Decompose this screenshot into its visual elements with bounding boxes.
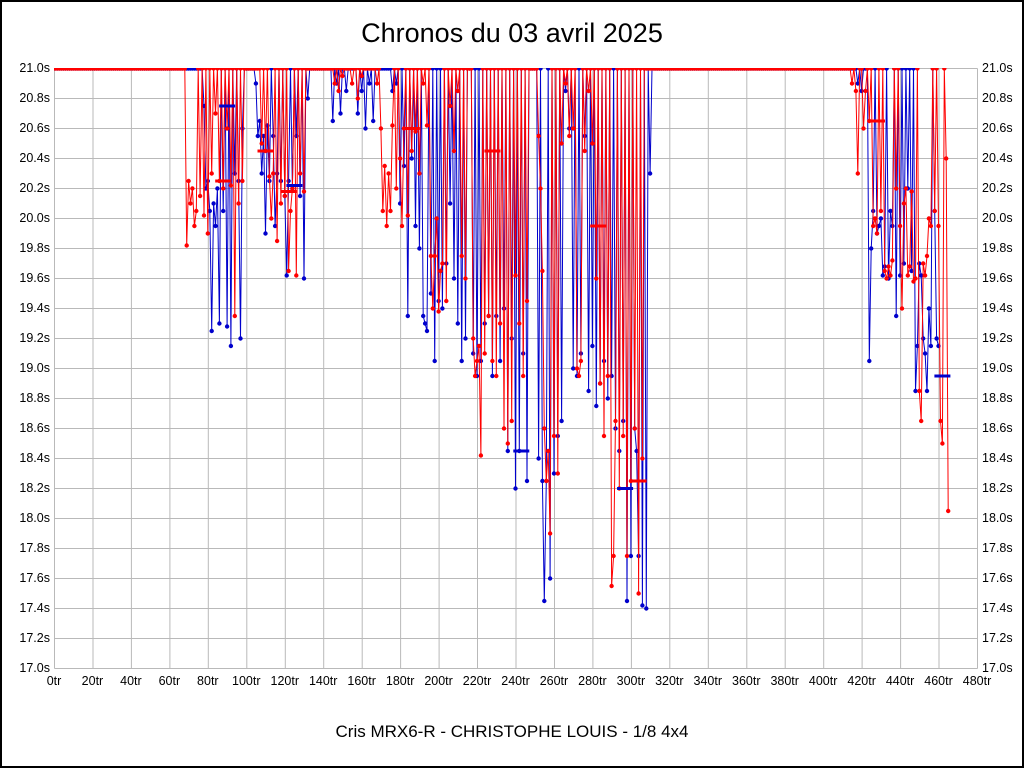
x-tick-label: 20tr	[81, 674, 104, 688]
y-tick-label: 20.6s	[982, 121, 1013, 135]
x-tick-label: 240tr	[501, 674, 530, 688]
chart-title: Chronos du 03 avril 2025	[361, 18, 663, 48]
x-tick-label: 180tr	[385, 674, 415, 688]
y-tick-label: 19.8s	[982, 241, 1013, 255]
y-tick-label: 21.0s	[982, 61, 1013, 75]
x-tick-label: 60tr	[158, 674, 181, 688]
y-tick-label: 19.0s	[19, 361, 50, 375]
y-tick-label: 19.4s	[19, 301, 50, 315]
x-tick-label: 480tr	[962, 674, 992, 688]
y-tick-label: 19.8s	[19, 241, 50, 255]
y-tick-label: 20.4s	[982, 151, 1013, 165]
x-tick-label: 200tr	[424, 674, 453, 688]
y-tick-label: 18.4s	[19, 451, 50, 465]
x-tick-label: 380tr	[770, 674, 799, 688]
y-tick-label: 20.8s	[982, 91, 1013, 105]
y-tick-label: 17.4s	[982, 601, 1013, 615]
x-tick-label: 280tr	[578, 674, 607, 688]
y-tick-label: 19.2s	[982, 331, 1013, 345]
y-tick-label: 21.0s	[19, 61, 50, 75]
y-tick-label: 19.6s	[982, 271, 1013, 285]
y-tick-label: 18.6s	[19, 421, 50, 435]
x-tick-label: 140tr	[308, 674, 338, 688]
y-tick-label: 17.0s	[19, 661, 50, 675]
y-tick-label: 18.2s	[19, 481, 50, 495]
y-tick-label: 19.4s	[982, 301, 1013, 315]
x-tick-label: 260tr	[539, 674, 569, 688]
x-tick-label: 300tr	[616, 674, 646, 688]
y-tick-label: 20.0s	[982, 211, 1013, 225]
y-tick-label: 18.0s	[982, 511, 1013, 525]
y-tick-label: 18.4s	[982, 451, 1013, 465]
y-tick-label: 20.2s	[982, 181, 1013, 195]
x-tick-label: 460tr	[924, 674, 953, 688]
y-tick-label: 17.2s	[982, 631, 1013, 645]
y-tick-label: 20.6s	[19, 121, 50, 135]
y-tick-label: 17.0s	[982, 661, 1013, 675]
footer-caption: Cris MRX6-R - CHRISTOPHE LOUIS - 1/8 4x4	[335, 722, 689, 741]
x-tick-label: 40tr	[120, 674, 142, 688]
y-tick-label: 18.8s	[982, 391, 1013, 405]
x-tick-label: 400tr	[808, 674, 838, 688]
y-tick-label: 18.6s	[982, 421, 1013, 435]
y-tick-label: 20.0s	[19, 211, 50, 225]
lap-time-chart	[54, 68, 978, 669]
y-tick-label: 20.4s	[19, 151, 50, 165]
y-tick-label: 17.4s	[19, 601, 50, 615]
y-tick-label: 18.2s	[982, 481, 1013, 495]
x-tick-label: 160tr	[347, 674, 376, 688]
x-tick-label: 80tr	[197, 674, 219, 688]
x-tick-label: 120tr	[270, 674, 300, 688]
y-tick-label: 17.6s	[982, 571, 1013, 585]
y-tick-label: 19.6s	[19, 271, 50, 285]
y-tick-label: 19.2s	[19, 331, 50, 345]
y-tick-label: 19.0s	[982, 361, 1013, 375]
y-tick-label: 17.6s	[19, 571, 50, 585]
x-tick-label: 420tr	[847, 674, 876, 688]
y-tick-label: 20.2s	[19, 181, 50, 195]
x-tick-label: 0tr	[46, 674, 62, 688]
x-tick-label: 340tr	[693, 674, 723, 688]
y-tick-label: 17.8s	[19, 541, 50, 555]
x-tick-label: 220tr	[462, 674, 492, 688]
x-tick-label: 440tr	[885, 674, 915, 688]
y-tick-label: 18.8s	[19, 391, 50, 405]
x-tick-label: 320tr	[655, 674, 684, 688]
y-tick-label: 18.0s	[19, 511, 50, 525]
y-tick-label: 20.8s	[19, 91, 50, 105]
y-tick-label: 17.2s	[19, 631, 50, 645]
x-tick-label: 100tr	[232, 674, 261, 688]
y-tick-label: 17.8s	[982, 541, 1013, 555]
x-tick-label: 360tr	[732, 674, 761, 688]
